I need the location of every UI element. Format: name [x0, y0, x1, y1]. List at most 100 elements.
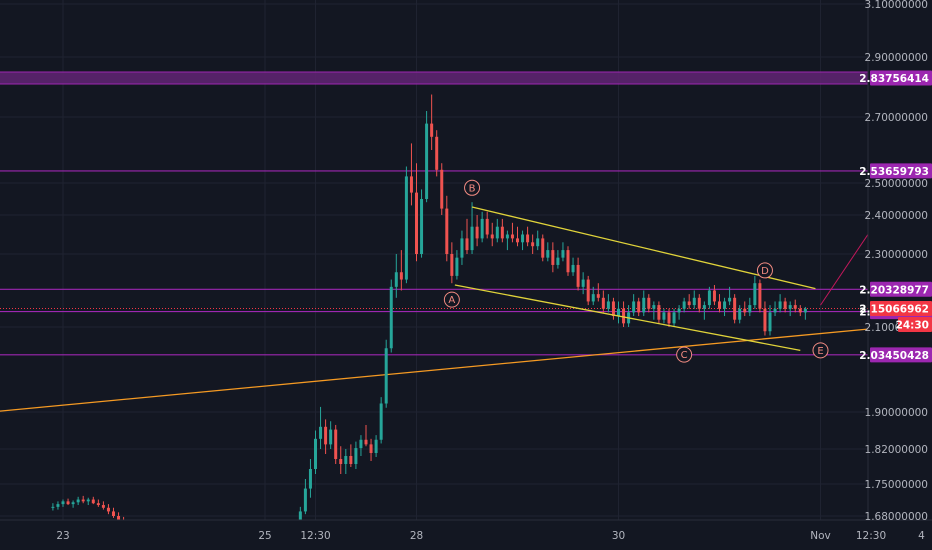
channel-lower-line	[454, 284, 801, 352]
wave-label-c: C	[681, 350, 688, 361]
price-tick-labels: 3.10000000 2.90000000 2.70000000 2.50000000…	[865, 0, 928, 523]
candle-body	[359, 439, 363, 449]
price-tick-label: 2.50000000	[865, 178, 928, 190]
wave-label-circle	[756, 262, 773, 279]
candle-body	[71, 502, 75, 505]
candle-body	[420, 199, 424, 254]
candle-body	[758, 283, 762, 309]
price-tick-label: 2.30000000	[865, 249, 928, 261]
candle-body	[435, 136, 439, 170]
candle-body	[500, 226, 504, 239]
candle-body	[91, 499, 95, 504]
time-tick-label: 30	[612, 530, 625, 542]
time-tick-label: Nov	[810, 530, 831, 542]
level-price-tag-bg	[870, 347, 932, 363]
level-price-tag-bg	[870, 163, 932, 179]
candle-body	[510, 234, 514, 239]
time-tick-label: 23	[56, 530, 69, 542]
candle-body	[773, 308, 777, 313]
candle-body	[601, 297, 605, 309]
candle-body	[632, 301, 636, 313]
candle-body	[96, 503, 100, 506]
candle-body	[763, 308, 767, 332]
candle-body	[324, 426, 328, 445]
candle-body	[505, 234, 509, 239]
candle-body	[738, 308, 742, 320]
time-tick-label: 4	[918, 530, 925, 542]
candle-body	[308, 469, 312, 489]
candle-body	[117, 516, 121, 521]
candle-body	[76, 499, 80, 503]
candle-body	[677, 308, 681, 313]
current-price-tag: 2.15066962	[859, 304, 929, 316]
candle-body	[546, 250, 550, 258]
candle-body	[591, 294, 595, 302]
candle-body	[783, 301, 787, 309]
ascending-trendline	[0, 322, 932, 412]
candle-body	[566, 250, 570, 273]
price-tick-label: 2.90000000	[865, 52, 928, 64]
candle-body	[556, 257, 560, 265]
time-tick-label: 12:30	[300, 530, 330, 542]
time-tick-label: 25	[258, 530, 271, 542]
candle-body	[697, 297, 701, 309]
price-tick-label: 1.68000000	[865, 511, 928, 523]
candle-body	[404, 176, 408, 280]
candle-body	[298, 511, 302, 523]
candle-body	[86, 499, 90, 502]
trendline	[0, 322, 932, 412]
price-tick-label: 2.70000000	[865, 112, 928, 124]
candle-body	[622, 308, 626, 324]
candle-body	[723, 301, 727, 309]
candle-body	[748, 305, 752, 313]
wave-label-circle	[676, 346, 693, 363]
candle-body	[672, 312, 676, 324]
price-axis-panel[interactable]	[868, 0, 932, 520]
candle-body	[743, 308, 747, 313]
candle-body	[657, 305, 661, 320]
zone-price-tag-bg	[870, 70, 932, 86]
candle-body	[66, 501, 70, 505]
candle-body	[707, 290, 711, 306]
candle-body	[409, 176, 413, 193]
candle-body	[490, 234, 494, 239]
candle-body	[793, 305, 797, 309]
candle-body	[349, 456, 353, 464]
wave-label-circle	[464, 179, 481, 196]
candle-body	[637, 301, 641, 313]
candle-body	[61, 501, 65, 505]
candle-body	[430, 123, 434, 137]
countdown-tag-bg	[898, 317, 932, 333]
candle-body	[303, 488, 307, 512]
candle-body	[768, 312, 772, 332]
candle-body	[56, 504, 60, 507]
candle-body	[526, 234, 530, 243]
candle-body	[354, 448, 358, 464]
wave-label-e: E	[817, 346, 823, 357]
time-axis-panel[interactable]	[0, 520, 932, 550]
candle-body	[581, 279, 585, 287]
candle-body	[718, 301, 721, 309]
candle-body	[682, 301, 686, 309]
candle-body	[399, 272, 403, 280]
candle-body	[374, 439, 378, 453]
countdown-tag: 24:30	[896, 320, 929, 332]
wave-label-circle	[812, 342, 829, 359]
candle-body	[642, 297, 646, 313]
wave-label-circle	[443, 291, 460, 308]
candle-body	[531, 242, 535, 247]
candle-body	[450, 254, 454, 276]
candle-body	[112, 511, 115, 516]
candle-body	[667, 312, 671, 324]
candle-body	[329, 429, 333, 445]
candle-body	[712, 290, 716, 302]
candle-body	[561, 250, 565, 258]
candle-body	[662, 312, 666, 320]
candle-body	[753, 283, 757, 306]
candle-body	[596, 294, 600, 298]
wave-label-b: B	[469, 183, 476, 194]
candle-body	[51, 506, 55, 508]
